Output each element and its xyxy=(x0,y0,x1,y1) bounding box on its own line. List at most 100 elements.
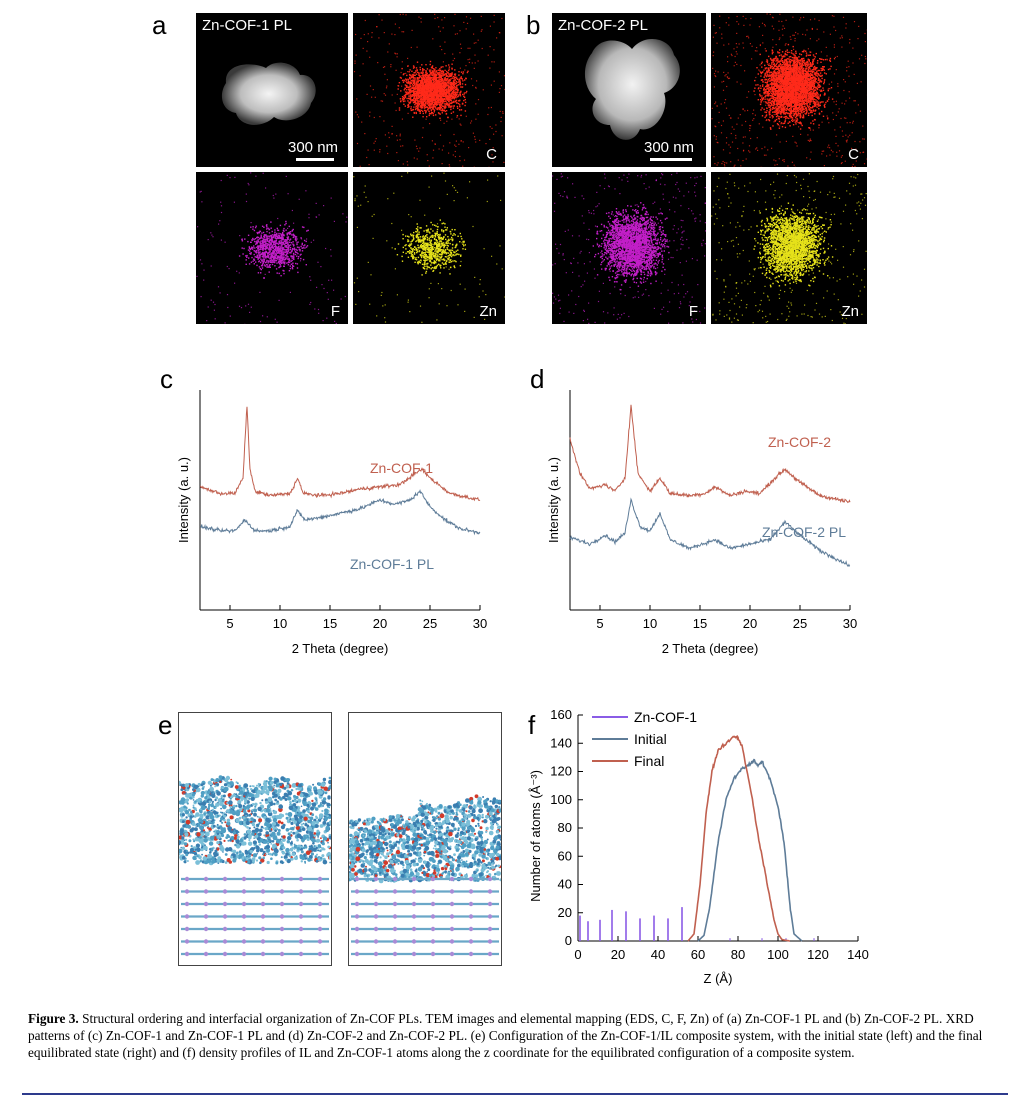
eds-dot xyxy=(414,87,416,89)
eds-dot xyxy=(427,84,430,86)
eds-dot xyxy=(255,241,258,243)
eds-dot xyxy=(260,234,262,236)
eds-dot xyxy=(274,244,277,246)
eds-noise-dot xyxy=(460,124,462,126)
eds-noise-dot xyxy=(397,160,399,162)
eds-noise-dot xyxy=(266,316,268,318)
eds-dot xyxy=(426,234,428,236)
eds-noise-dot xyxy=(473,33,475,35)
eds-dot xyxy=(437,250,440,252)
eds-noise-dot xyxy=(437,283,439,285)
eds-noise-dot xyxy=(499,88,501,90)
eds-dot xyxy=(284,239,286,241)
eds-dot xyxy=(416,69,418,71)
eds-noise-dot xyxy=(419,305,422,307)
eds-dot xyxy=(435,248,437,250)
eds-dot xyxy=(446,78,448,80)
eds-dot xyxy=(429,75,431,77)
eds-dot xyxy=(462,248,464,250)
eds-dot xyxy=(301,242,303,245)
eds-noise-dot xyxy=(386,85,388,87)
eds-dot xyxy=(439,69,442,72)
eds-dot xyxy=(282,229,285,232)
eds-noise-dot xyxy=(212,236,214,238)
eds-dot xyxy=(773,106,775,108)
eds-noise-dot xyxy=(809,138,811,140)
eds-dot xyxy=(284,254,287,257)
eds-dot xyxy=(809,75,811,77)
eds-dot xyxy=(280,259,282,261)
eds-noise-dot xyxy=(762,126,764,128)
eds-dot xyxy=(408,252,411,254)
eds-noise-dot xyxy=(391,133,393,135)
tem-particle-a xyxy=(221,62,316,125)
eds-dot xyxy=(415,93,418,95)
eds-dot xyxy=(424,85,427,87)
eds-dot xyxy=(439,256,442,258)
eds-dot xyxy=(257,249,259,252)
eds-dot xyxy=(445,75,447,77)
eds-noise-dot xyxy=(857,38,859,40)
eds-dot xyxy=(276,256,279,259)
eds-dot xyxy=(409,249,411,252)
eds-dot xyxy=(432,269,435,272)
eds-dot xyxy=(421,88,424,90)
eds-noise-dot xyxy=(727,72,729,74)
eds-dot xyxy=(279,255,282,257)
eds-dot xyxy=(280,239,282,242)
eds-dot xyxy=(278,258,280,261)
eds-dot xyxy=(448,74,450,76)
eds-dot xyxy=(416,228,419,230)
eds-dot xyxy=(404,105,406,107)
eds-noise-dot xyxy=(829,33,831,35)
eds-dot xyxy=(450,94,453,96)
eds-dot xyxy=(445,106,447,109)
eds-noise-dot xyxy=(846,70,848,72)
eds-dot xyxy=(249,252,251,255)
eds-noise-dot xyxy=(493,21,495,23)
eds-dot xyxy=(808,105,811,107)
eds-dot xyxy=(282,247,285,249)
eds-noise-dot xyxy=(436,319,438,321)
eds-noise-dot xyxy=(406,161,408,163)
eds-dot xyxy=(428,103,430,106)
eds-dot xyxy=(442,238,444,240)
eds-dot xyxy=(415,105,417,108)
eds-noise-dot xyxy=(843,79,845,81)
eds-dot xyxy=(442,98,444,100)
eds-dot xyxy=(405,80,407,82)
eds-dot xyxy=(460,77,463,80)
eds-dot xyxy=(272,236,275,238)
eds-dot xyxy=(426,88,428,91)
eds-noise-dot xyxy=(783,27,786,29)
eds-noise-dot xyxy=(751,58,753,60)
eds-noise-dot xyxy=(429,123,431,125)
eds-dot xyxy=(419,80,421,82)
eds-noise-dot xyxy=(429,243,431,245)
eds-dot xyxy=(429,76,431,79)
eds-dot xyxy=(420,256,423,259)
eds-dot xyxy=(778,87,780,89)
eds-dot xyxy=(426,79,428,81)
eds-dot xyxy=(433,237,436,240)
eds-noise-dot xyxy=(384,321,387,323)
eds-dot xyxy=(439,253,441,256)
eds-dot xyxy=(415,259,418,261)
eds-dot xyxy=(255,252,257,254)
eds-dot xyxy=(433,93,435,95)
eds-dot xyxy=(271,230,273,233)
eds-dot xyxy=(278,256,281,258)
eds-dot xyxy=(448,103,451,105)
eds-dot xyxy=(274,259,276,262)
eds-dot xyxy=(411,251,413,253)
eds-dot xyxy=(417,234,419,236)
eds-dot xyxy=(277,243,279,245)
eds-noise-dot xyxy=(758,123,760,125)
eds-noise-dot xyxy=(755,148,757,150)
eds-noise-dot xyxy=(456,191,459,193)
eds-noise-dot xyxy=(745,120,747,123)
eds-noise-dot xyxy=(464,69,466,71)
eds-noise-dot xyxy=(386,240,388,242)
eds-noise-dot xyxy=(415,79,417,81)
eds-dot xyxy=(438,237,440,240)
